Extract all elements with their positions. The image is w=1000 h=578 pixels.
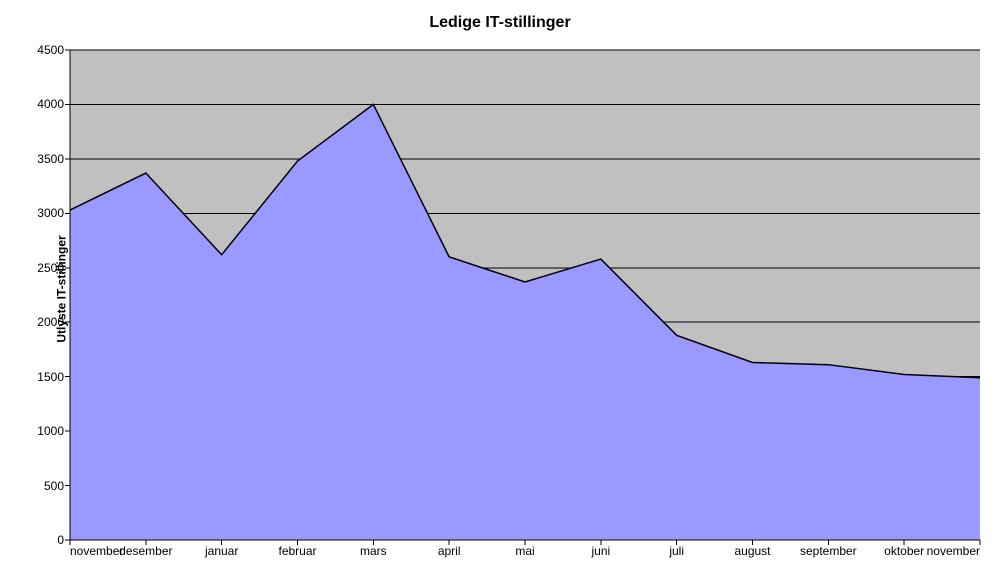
chart-container: Ledige IT-stillinger Utlyste IT-stilling… — [0, 0, 1000, 578]
y-tick-label: 1000 — [37, 424, 70, 438]
x-tick-label: august — [734, 540, 770, 558]
chart-plot-area: 050010001500200025003000350040004500nove… — [70, 50, 980, 540]
x-tick-label: februar — [278, 540, 316, 558]
y-tick-label: 4500 — [37, 43, 70, 57]
y-tick-label: 2000 — [37, 315, 70, 329]
x-tick-label: mai — [515, 540, 534, 558]
y-tick-label: 3500 — [37, 152, 70, 166]
x-tick-label: juni — [591, 540, 610, 558]
y-tick-label: 1500 — [37, 370, 70, 384]
y-tick-label: 4000 — [37, 97, 70, 111]
y-tick-label: 2500 — [37, 261, 70, 275]
y-tick-label: 500 — [44, 479, 70, 493]
x-tick-label: desember — [119, 540, 172, 558]
x-tick-label: november — [70, 540, 123, 558]
y-tick-label: 3000 — [37, 206, 70, 220]
x-tick-label: oktober — [884, 540, 924, 558]
x-tick-label: november — [927, 540, 980, 558]
x-tick-label: januar — [205, 540, 238, 558]
chart-svg — [70, 50, 980, 540]
y-tick-label: 0 — [57, 533, 70, 547]
chart-title: Ledige IT-stillinger — [0, 14, 1000, 32]
x-tick-label: april — [438, 540, 461, 558]
x-tick-label: mars — [360, 540, 387, 558]
x-tick-label: september — [800, 540, 857, 558]
x-tick-label: juli — [669, 540, 684, 558]
